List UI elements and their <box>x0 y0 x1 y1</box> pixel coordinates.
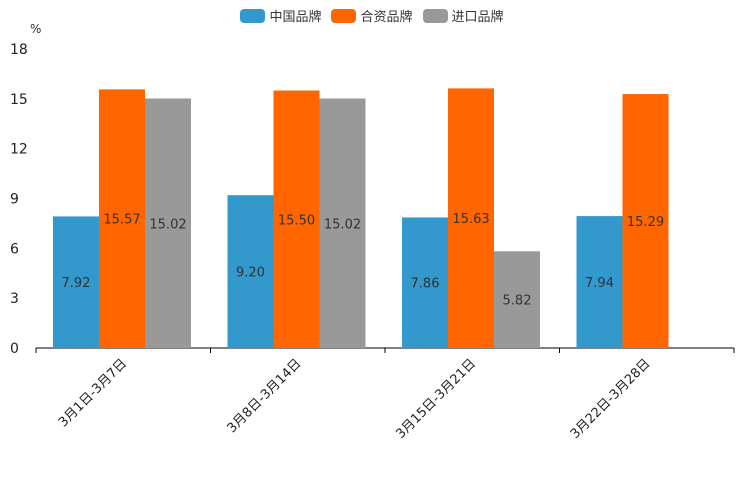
x-category-label: 3月8日-3月14日 <box>225 356 305 436</box>
data-label: 15.29 <box>627 215 664 230</box>
y-tick-label: 3 <box>10 291 19 307</box>
bar <box>622 94 669 348</box>
data-label: 15.02 <box>324 217 361 232</box>
bar <box>448 88 494 348</box>
bar <box>319 98 366 348</box>
bar <box>402 217 448 348</box>
legend-label-china: 中国品牌 <box>269 10 322 25</box>
y-tick-label: 18 <box>10 42 28 58</box>
legend-label-import: 进口品牌 <box>451 10 504 25</box>
y-tick-label: 0 <box>10 341 19 357</box>
x-category-label: 3月22日-3月28日 <box>568 356 654 442</box>
y-tick-label: 6 <box>10 241 19 257</box>
legend-swatch-china <box>240 8 266 23</box>
legend-item-china[interactable]: 中国品牌 <box>240 6 321 25</box>
data-label: 15.50 <box>278 213 315 228</box>
bar <box>53 216 99 348</box>
legend-item-joint[interactable]: 合资品牌 <box>331 6 413 25</box>
bar <box>273 90 320 349</box>
data-label: 7.86 <box>411 277 440 292</box>
y-tick-label: 12 <box>10 142 28 158</box>
legend: 中国品牌 合资品牌 进口品牌 <box>0 6 744 25</box>
y-tick-label: 15 <box>10 92 28 108</box>
bar <box>145 98 191 348</box>
legend-swatch-joint <box>331 8 357 23</box>
data-label: 5.82 <box>503 294 532 309</box>
bar <box>494 251 540 348</box>
data-label: 7.94 <box>585 276 614 291</box>
data-label: 15.63 <box>452 212 489 227</box>
y-tick-label: 9 <box>10 192 19 208</box>
data-label: 9.20 <box>236 266 265 281</box>
x-category-label: 3月15日-3月21日 <box>393 356 479 442</box>
data-label: 15.57 <box>103 213 140 228</box>
bar <box>99 89 145 349</box>
bar <box>227 195 274 348</box>
y-axis-unit: % <box>30 22 42 36</box>
bar <box>576 216 623 348</box>
legend-label-joint: 合资品牌 <box>360 10 413 25</box>
data-label: 7.92 <box>62 276 91 291</box>
legend-swatch-import <box>422 8 448 23</box>
data-label: 15.02 <box>149 217 186 232</box>
x-category-label: 3月1日-3月7日 <box>56 356 130 430</box>
legend-item-import[interactable]: 进口品牌 <box>422 6 504 25</box>
